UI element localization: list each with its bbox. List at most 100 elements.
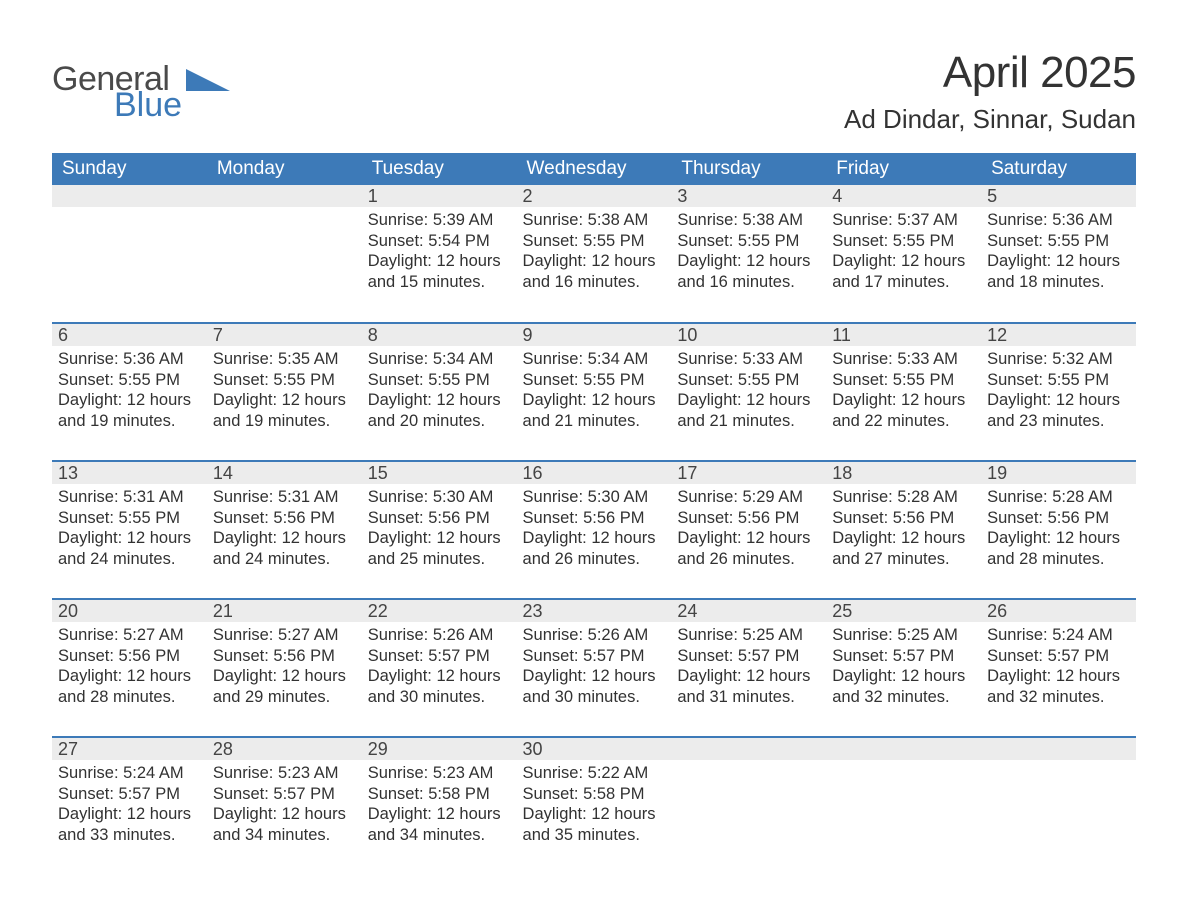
weekday-header: Saturday <box>981 153 1136 185</box>
sunset-value: 5:55 PM <box>428 371 489 389</box>
weekday-header: Thursday <box>671 153 826 185</box>
sunrise-label: Sunrise: <box>368 211 433 229</box>
sunset-label: Sunset: <box>677 647 738 665</box>
sunrise-line: Sunrise: 5:32 AM <box>987 349 1130 370</box>
sunrise-line: Sunrise: 5:26 AM <box>368 625 511 646</box>
sunset-value: 5:56 PM <box>428 509 489 527</box>
day-number <box>981 738 1136 760</box>
sunset-label: Sunset: <box>677 232 738 250</box>
daylight-line: Daylight: 12 hours and 22 minutes. <box>832 390 975 431</box>
day-body: Sunrise: 5:31 AMSunset: 5:56 PMDaylight:… <box>207 484 362 574</box>
daylight-label: Daylight: <box>987 252 1056 270</box>
sunrise-line: Sunrise: 5:24 AM <box>58 763 201 784</box>
sunset-line: Sunset: 5:58 PM <box>523 784 666 805</box>
sunrise-value: 5:36 AM <box>123 350 184 368</box>
sunset-value: 5:58 PM <box>428 785 489 803</box>
calendar-day-cell: 10Sunrise: 5:33 AMSunset: 5:55 PMDayligh… <box>671 323 826 461</box>
sunrise-value: 5:31 AM <box>123 488 184 506</box>
calendar-day-cell: 11Sunrise: 5:33 AMSunset: 5:55 PMDayligh… <box>826 323 981 461</box>
sunset-value: 5:57 PM <box>428 647 489 665</box>
sunset-line: Sunset: 5:57 PM <box>368 646 511 667</box>
weekday-header: Friday <box>826 153 981 185</box>
daylight-label: Daylight: <box>832 667 901 685</box>
day-number: 26 <box>981 600 1136 622</box>
sunrise-value: 5:23 AM <box>278 764 339 782</box>
day-body: Sunrise: 5:36 AMSunset: 5:55 PMDaylight:… <box>52 346 207 436</box>
day-body: Sunrise: 5:28 AMSunset: 5:56 PMDaylight:… <box>981 484 1136 574</box>
sunrise-label: Sunrise: <box>213 488 278 506</box>
sunset-value: 5:57 PM <box>893 647 954 665</box>
day-body: Sunrise: 5:24 AMSunset: 5:57 PMDaylight:… <box>52 760 207 850</box>
sunset-label: Sunset: <box>987 509 1048 527</box>
sunrise-line: Sunrise: 5:36 AM <box>58 349 201 370</box>
sunset-line: Sunset: 5:56 PM <box>213 646 356 667</box>
sunrise-value: 5:22 AM <box>588 764 649 782</box>
day-number: 22 <box>362 600 517 622</box>
day-body: Sunrise: 5:25 AMSunset: 5:57 PMDaylight:… <box>826 622 981 712</box>
day-number: 20 <box>52 600 207 622</box>
day-body: Sunrise: 5:38 AMSunset: 5:55 PMDaylight:… <box>671 207 826 297</box>
day-number: 28 <box>207 738 362 760</box>
day-body: Sunrise: 5:33 AMSunset: 5:55 PMDaylight:… <box>826 346 981 436</box>
sunset-value: 5:55 PM <box>893 232 954 250</box>
sunrise-label: Sunrise: <box>987 211 1052 229</box>
sunset-line: Sunset: 5:55 PM <box>368 370 511 391</box>
sunset-value: 5:56 PM <box>583 509 644 527</box>
sunset-line: Sunset: 5:57 PM <box>523 646 666 667</box>
daylight-line: Daylight: 12 hours and 31 minutes. <box>677 666 820 707</box>
calendar-table: SundayMondayTuesdayWednesdayThursdayFrid… <box>52 153 1136 875</box>
sunrise-label: Sunrise: <box>677 626 742 644</box>
sunset-label: Sunset: <box>523 232 584 250</box>
sunset-line: Sunset: 5:55 PM <box>523 231 666 252</box>
sunrise-value: 5:24 AM <box>1052 626 1113 644</box>
sunrise-line: Sunrise: 5:33 AM <box>832 349 975 370</box>
day-number <box>207 185 362 207</box>
day-body: Sunrise: 5:31 AMSunset: 5:55 PMDaylight:… <box>52 484 207 574</box>
sunset-line: Sunset: 5:55 PM <box>677 231 820 252</box>
day-body: Sunrise: 5:33 AMSunset: 5:55 PMDaylight:… <box>671 346 826 436</box>
sunset-value: 5:56 PM <box>738 509 799 527</box>
weekday-header-row: SundayMondayTuesdayWednesdayThursdayFrid… <box>52 153 1136 185</box>
sunset-label: Sunset: <box>832 232 893 250</box>
daylight-label: Daylight: <box>677 667 746 685</box>
day-body: Sunrise: 5:26 AMSunset: 5:57 PMDaylight:… <box>362 622 517 712</box>
calendar-day-cell: 9Sunrise: 5:34 AMSunset: 5:55 PMDaylight… <box>517 323 672 461</box>
calendar-day-cell: 1Sunrise: 5:39 AMSunset: 5:54 PMDaylight… <box>362 185 517 323</box>
sunrise-line: Sunrise: 5:34 AM <box>368 349 511 370</box>
sunrise-value: 5:35 AM <box>278 350 339 368</box>
day-body: Sunrise: 5:30 AMSunset: 5:56 PMDaylight:… <box>517 484 672 574</box>
sunset-value: 5:55 PM <box>583 232 644 250</box>
sunset-line: Sunset: 5:57 PM <box>58 784 201 805</box>
calendar-day-cell <box>52 185 207 323</box>
sunset-label: Sunset: <box>523 509 584 527</box>
sunset-label: Sunset: <box>213 785 274 803</box>
day-number: 19 <box>981 462 1136 484</box>
sunset-label: Sunset: <box>58 785 119 803</box>
daylight-label: Daylight: <box>832 391 901 409</box>
day-body: Sunrise: 5:23 AMSunset: 5:57 PMDaylight:… <box>207 760 362 850</box>
sunrise-label: Sunrise: <box>213 764 278 782</box>
calendar-day-cell: 17Sunrise: 5:29 AMSunset: 5:56 PMDayligh… <box>671 461 826 599</box>
calendar-day-cell: 20Sunrise: 5:27 AMSunset: 5:56 PMDayligh… <box>52 599 207 737</box>
sunset-value: 5:56 PM <box>273 509 334 527</box>
day-body: Sunrise: 5:22 AMSunset: 5:58 PMDaylight:… <box>517 760 672 850</box>
sunrise-value: 5:24 AM <box>123 764 184 782</box>
day-number <box>671 738 826 760</box>
daylight-label: Daylight: <box>523 391 592 409</box>
calendar-day-cell <box>981 737 1136 875</box>
sunset-line: Sunset: 5:55 PM <box>58 370 201 391</box>
sunrise-label: Sunrise: <box>58 764 123 782</box>
day-body: Sunrise: 5:25 AMSunset: 5:57 PMDaylight:… <box>671 622 826 712</box>
sunrise-label: Sunrise: <box>832 626 897 644</box>
sunrise-label: Sunrise: <box>523 488 588 506</box>
sunrise-line: Sunrise: 5:25 AM <box>677 625 820 646</box>
calendar-week-row: 20Sunrise: 5:27 AMSunset: 5:56 PMDayligh… <box>52 599 1136 737</box>
day-number: 13 <box>52 462 207 484</box>
title-block: April 2025 Ad Dindar, Sinnar, Sudan <box>844 48 1136 135</box>
sunrise-value: 5:34 AM <box>588 350 649 368</box>
sunrise-label: Sunrise: <box>832 211 897 229</box>
sunset-value: 5:56 PM <box>273 647 334 665</box>
sunset-value: 5:55 PM <box>1048 232 1109 250</box>
day-body: Sunrise: 5:27 AMSunset: 5:56 PMDaylight:… <box>207 622 362 712</box>
location-subtitle: Ad Dindar, Sinnar, Sudan <box>844 104 1136 135</box>
